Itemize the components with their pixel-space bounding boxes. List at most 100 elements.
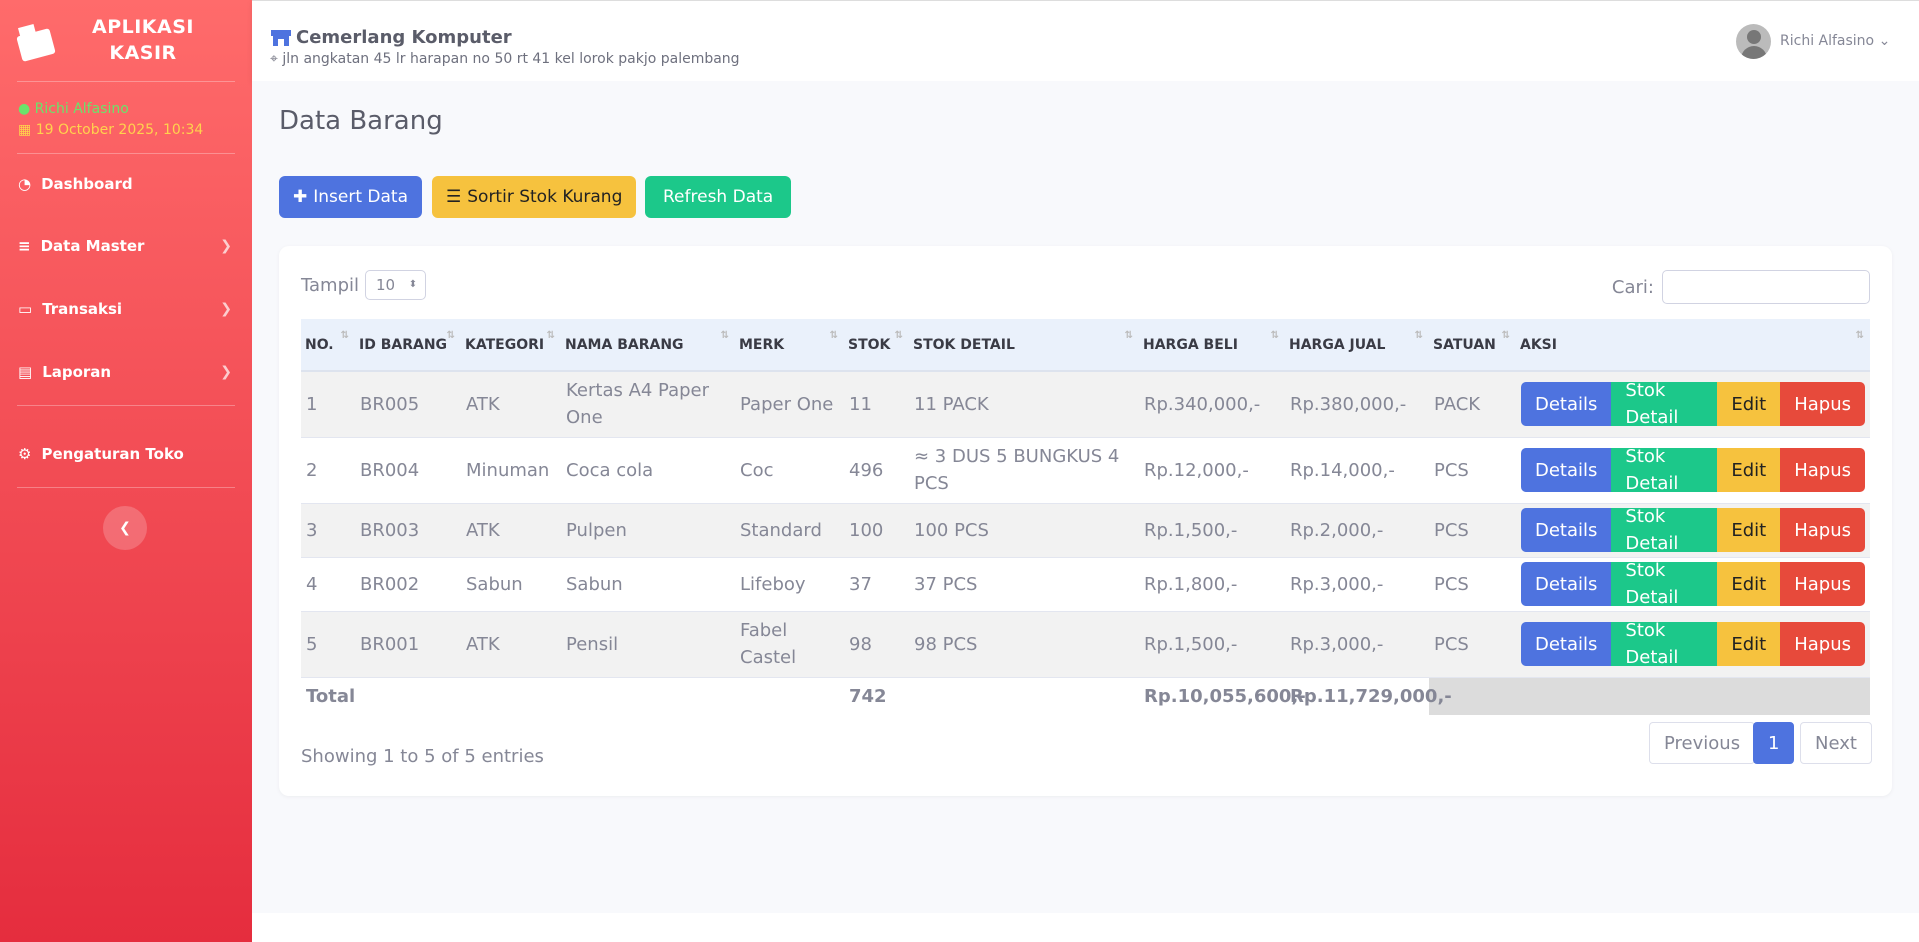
action-group: Details Stok Detail Edit Hapus: [1521, 446, 1865, 494]
cell: Sabun: [461, 556, 561, 611]
action-button[interactable]: Hapus: [1780, 508, 1865, 552]
menu-label[interactable]: Dashboard: [41, 175, 133, 193]
cell: 37 PCS: [909, 556, 1139, 611]
next-button[interactable]: Next: [1800, 722, 1872, 764]
column-label[interactable]: NAMA BARANG: [565, 336, 684, 353]
page-button[interactable]: 1: [1753, 722, 1795, 764]
action-button[interactable]: Edit: [1717, 448, 1781, 492]
sidebar-toggle[interactable]: ❮: [103, 506, 147, 550]
cell: PACK: [1429, 370, 1516, 437]
action-button[interactable]: Details: [1521, 622, 1612, 666]
column-header[interactable]: HARGA BELI ⇅: [1139, 319, 1285, 372]
total-cell: Rp.11,729,000,-: [1285, 676, 1452, 715]
avatar[interactable]: [1736, 24, 1771, 59]
menu-item[interactable]: ▤ Laporan ❯: [18, 363, 232, 381]
cell: 100 PCS: [909, 502, 1139, 557]
menu-label[interactable]: Transaksi: [42, 300, 123, 318]
search-input[interactable]: [1662, 270, 1870, 304]
content: Data Barang ✚ Insert Data ☰ Sortir Stok Ku…: [252, 81, 1919, 913]
menu-item[interactable]: ◔ Dashboard: [18, 175, 133, 193]
column-header[interactable]: STOK DETAIL ⇅: [909, 319, 1139, 372]
sort-icon: ⇅: [1270, 330, 1279, 341]
action-button[interactable]: Stok Detail: [1611, 560, 1718, 608]
menu-label[interactable]: Data Master: [40, 237, 145, 255]
column-header[interactable]: SATUAN ⇅: [1429, 319, 1516, 372]
action-button[interactable]: Hapus: [1780, 382, 1865, 427]
action-button[interactable]: Edit: [1717, 622, 1781, 666]
action-button[interactable]: Details: [1521, 508, 1612, 552]
brand: APLIKASI KASIR: [92, 16, 194, 64]
menu-label[interactable]: Pengaturan Toko: [41, 445, 184, 463]
cell: Rp.3,000,-: [1285, 556, 1429, 611]
column-label[interactable]: STOK: [848, 336, 891, 353]
menu-item[interactable]: ⚙ Pengaturan Toko: [18, 445, 184, 463]
divider: [17, 81, 235, 82]
cell: ATK: [461, 502, 561, 557]
button-label[interactable]: Insert Data: [313, 187, 409, 207]
table-row: 3 BR003 ATK Pulpen Standard 100 100 PCS Rp.1,50…: [301, 502, 1870, 557]
divider: [17, 487, 235, 488]
action-button[interactable]: Details: [1521, 448, 1612, 492]
action-button[interactable]: Edit: [1717, 382, 1781, 427]
column-header[interactable]: KATEGORI ⇅: [461, 319, 561, 372]
address-text: jln angkatan 45 lr harapan no 50 rt 41 k…: [282, 51, 740, 67]
sort-button[interactable]: ☰ Sortir Stok Kurang: [432, 176, 637, 218]
sort-icon: ⇅: [340, 330, 349, 341]
action-button[interactable]: Stok Detail: [1611, 446, 1718, 494]
column-label[interactable]: KATEGORI: [465, 336, 545, 353]
cell: Lifeboy: [735, 556, 844, 611]
prev-button[interactable]: Previous: [1649, 722, 1756, 764]
column-label[interactable]: NO.: [305, 336, 334, 353]
page-size-select[interactable]: 10 ⬍: [365, 270, 427, 300]
column-label[interactable]: HARGA JUAL: [1289, 336, 1386, 353]
column-header[interactable]: STOK ⇅: [844, 319, 909, 372]
action-button[interactable]: Stok Detail: [1611, 506, 1718, 554]
column-header[interactable]: MERK ⇅: [735, 319, 844, 372]
cell: 100: [844, 502, 909, 557]
cell: ATK: [461, 370, 561, 437]
action-button[interactable]: Edit: [1717, 562, 1781, 606]
cell: ≈ 3 DUS 5 BUNGKUS 4 PCS: [909, 436, 1139, 503]
refresh-button[interactable]: Refresh Data: [645, 176, 792, 218]
action-cell: Details Stok Detail Edit Hapus: [1516, 610, 1870, 677]
insert-button[interactable]: ✚ Insert Data: [279, 176, 423, 218]
action-button[interactable]: Hapus: [1780, 622, 1865, 666]
cell: Pulpen: [561, 502, 735, 557]
sort-icon: ⇅: [446, 330, 455, 341]
cell: Rp.1,800,-: [1139, 556, 1285, 611]
page-size[interactable]: 10: [376, 276, 396, 294]
user-menu[interactable]: Richi Alfasino ⌄: [1780, 33, 1891, 49]
action-button[interactable]: Stok Detail: [1611, 620, 1718, 668]
action-button[interactable]: Edit: [1717, 508, 1781, 552]
table-row: 2 BR004 Minuman Coca cola Coc 496 ≈ 3 DUS 5 BU…: [301, 436, 1870, 503]
menu-item[interactable]: ▭ Transaksi ❯: [18, 300, 232, 318]
menu-label[interactable]: Laporan: [42, 363, 112, 381]
cell: BR002: [355, 556, 461, 611]
sort-icon: ⇅: [546, 330, 555, 341]
cell: 496: [844, 436, 909, 503]
action-button[interactable]: Details: [1521, 562, 1612, 606]
store-name: Cemerlang Komputer: [296, 27, 512, 48]
header-user[interactable]: Richi Alfasino: [1780, 33, 1875, 49]
column-label[interactable]: HARGA BELI: [1143, 336, 1238, 353]
column-header[interactable]: HARGA JUAL ⇅: [1285, 319, 1429, 372]
button-label[interactable]: Refresh Data: [663, 187, 774, 207]
button-label[interactable]: Sortir Stok Kurang: [467, 187, 623, 207]
column-label[interactable]: AKSI: [1520, 336, 1557, 353]
action-button[interactable]: Details: [1521, 382, 1612, 427]
column-header[interactable]: NO. ⇅: [301, 319, 355, 372]
cell: PCS: [1429, 556, 1516, 611]
action-button[interactable]: Hapus: [1780, 562, 1865, 606]
column-header[interactable]: AKSI ⇅: [1516, 319, 1870, 372]
column-header[interactable]: ID BARANG ⇅: [355, 319, 461, 372]
action-button[interactable]: Stok Detail: [1611, 380, 1718, 428]
cell: Coca cola: [561, 436, 735, 503]
column-header[interactable]: NAMA BARANG ⇅: [561, 319, 735, 372]
action-button[interactable]: Hapus: [1780, 448, 1865, 492]
column-label[interactable]: SATUAN: [1433, 336, 1496, 353]
column-label[interactable]: ID BARANG: [359, 336, 448, 353]
cell: BR003: [355, 502, 461, 557]
column-label[interactable]: STOK DETAIL: [913, 336, 1015, 353]
menu-item[interactable]: ≡ Data Master ❯: [18, 237, 232, 255]
column-label[interactable]: MERK: [739, 336, 785, 353]
